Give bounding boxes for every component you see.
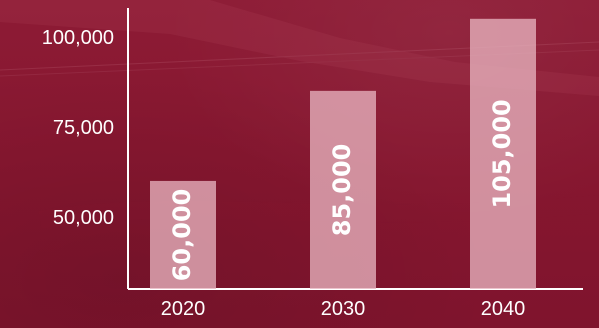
bar: [310, 90, 376, 289]
bars: 60,000 85,000 105,000: [150, 18, 536, 290]
x-tick-label: 2040: [481, 298, 526, 320]
x-axis: 2020 2030 2040: [128, 288, 583, 320]
bar: [150, 180, 216, 289]
bar-value-label: 85,000: [328, 144, 356, 237]
y-tick-label: 100,000: [42, 27, 114, 49]
bar-value-label: 105,000: [488, 99, 516, 208]
bar: [470, 18, 536, 290]
y-tick-label: 50,000: [53, 207, 114, 229]
y-axis: 50,000 75,000 100,000: [42, 8, 129, 289]
x-tick-label: 2020: [161, 298, 206, 320]
x-tick-label: 2030: [321, 298, 366, 320]
y-tick-label: 75,000: [53, 117, 114, 139]
bar-value-label: 60,000: [168, 189, 196, 282]
